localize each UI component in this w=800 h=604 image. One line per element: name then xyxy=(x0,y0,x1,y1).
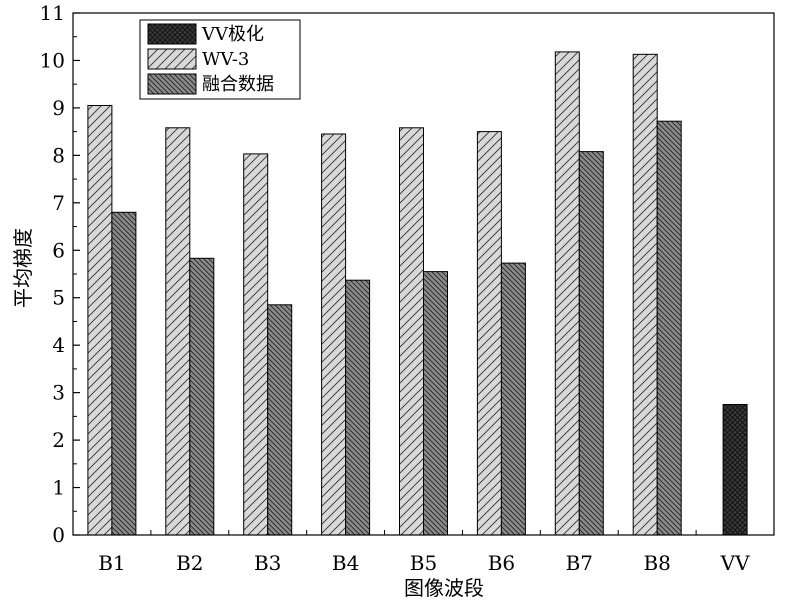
legend-label-2: 融合数据 xyxy=(202,74,274,95)
axes-group xyxy=(72,12,775,536)
legend: VV极化 WV-3 融合数据 xyxy=(139,19,301,100)
legend-label-1: WV-3 xyxy=(202,49,249,70)
bar-b6-series-1 xyxy=(476,131,502,536)
x-tick-label-b4: B4 xyxy=(332,551,359,575)
bar-b5-series-2 xyxy=(423,271,448,536)
y-tick-label-5: 5 xyxy=(52,286,65,310)
y-tick-label-8: 8 xyxy=(52,143,65,167)
x-tick-label-b2: B2 xyxy=(176,551,203,575)
bar-b8-series-2 xyxy=(656,120,682,536)
bar-b2-series-1 xyxy=(165,127,191,536)
bar-b5-series-1 xyxy=(399,127,424,536)
y-tick-label-2: 2 xyxy=(52,428,65,452)
y-tick-label-3: 3 xyxy=(52,381,65,405)
y-tick-label-6: 6 xyxy=(52,238,65,262)
bar-b8-series-1 xyxy=(632,53,658,536)
bar-b1-series-1 xyxy=(87,105,113,536)
legend-swatch-0 xyxy=(147,23,197,45)
y-tick-label-7: 7 xyxy=(52,191,65,215)
y-tick-label-4: 4 xyxy=(52,333,65,357)
bar-b7-series-2 xyxy=(578,151,604,536)
y-tick-label-1: 1 xyxy=(52,476,65,500)
bar-b4-series-1 xyxy=(321,133,347,536)
x-tick-label-b3: B3 xyxy=(254,551,281,575)
bar-b2-series-2 xyxy=(189,257,215,536)
x-axis-title: 图像波段 xyxy=(404,576,484,600)
x-tick-label-b5: B5 xyxy=(410,551,437,575)
bar-b3-series-1 xyxy=(243,153,269,536)
y-tick-label-9: 9 xyxy=(52,96,65,120)
x-tick-label-vv: VV xyxy=(720,551,750,575)
bar-b6-series-2 xyxy=(500,262,526,536)
bar-b7-series-1 xyxy=(554,51,580,536)
y-tick-label-11: 11 xyxy=(40,1,65,25)
ticks-group: B1 B2 B3 B4 B5 B6 B7 B8 VV 0 1 2 3 4 5 6 7 8 9 10 11 xyxy=(40,1,751,575)
bar-b3-series-2 xyxy=(267,304,293,536)
bar-vv-series-0 xyxy=(722,404,748,536)
bar-b1-series-2 xyxy=(111,211,137,536)
y-tick-label-0: 0 xyxy=(52,523,65,547)
x-tick-label-b8: B8 xyxy=(643,551,670,575)
y-tick-label-10: 10 xyxy=(40,49,65,73)
bars-group xyxy=(87,51,748,536)
legend-swatch-1 xyxy=(147,48,197,70)
x-tick-label-b1: B1 xyxy=(98,551,125,575)
x-tick-label-b7: B7 xyxy=(566,551,593,575)
bar-b4-series-2 xyxy=(345,279,371,536)
x-tick-label-b6: B6 xyxy=(488,551,515,575)
y-axis-title: 平均梯度 xyxy=(11,228,35,308)
legend-label-0: VV极化 xyxy=(201,24,264,45)
legend-swatch-2 xyxy=(147,73,197,95)
